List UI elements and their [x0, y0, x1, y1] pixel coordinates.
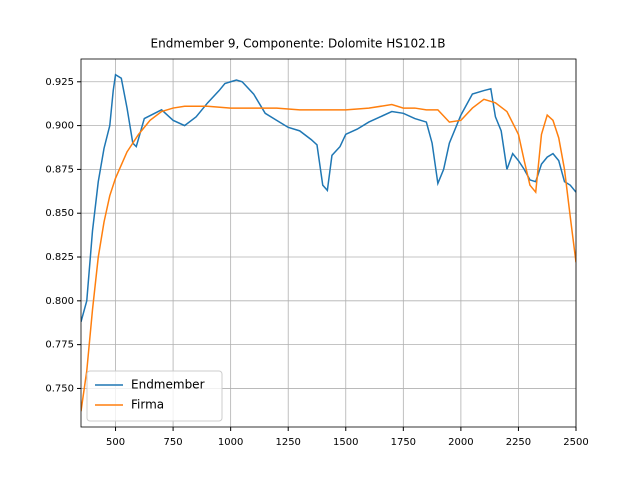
y-tick-label: 0.925: [45, 77, 74, 88]
series-line: [81, 98, 576, 412]
series-line: [81, 73, 576, 323]
y-tick-label: 0.825: [45, 252, 74, 263]
legend-label: Endmember: [131, 378, 205, 392]
y-tick-label: 0.850: [45, 208, 74, 219]
y-tick-label: 0.750: [45, 383, 74, 394]
x-tick-label: 1250: [275, 437, 300, 448]
legend-box: [86, 370, 223, 422]
plot-frame: [80, 58, 577, 428]
y-tick-label: 0.900: [45, 121, 74, 132]
x-tick-label: 2000: [448, 437, 473, 448]
x-tick-label: 1500: [333, 437, 358, 448]
y-tick-label: 0.775: [45, 340, 74, 351]
x-tick-label: 1000: [218, 437, 243, 448]
y-tick-label: 0.800: [45, 296, 74, 307]
x-tick-label: 2250: [506, 437, 531, 448]
y-tick-label: 0.875: [45, 164, 74, 175]
x-tick-label: 500: [106, 437, 125, 448]
chart-title: Endmember 9, Componente: Dolomite HS102.…: [151, 37, 446, 51]
legend-label: Firma: [131, 398, 164, 412]
x-tick-label: 750: [164, 437, 183, 448]
x-tick-label: 2500: [563, 437, 588, 448]
x-tick-label: 1750: [391, 437, 416, 448]
